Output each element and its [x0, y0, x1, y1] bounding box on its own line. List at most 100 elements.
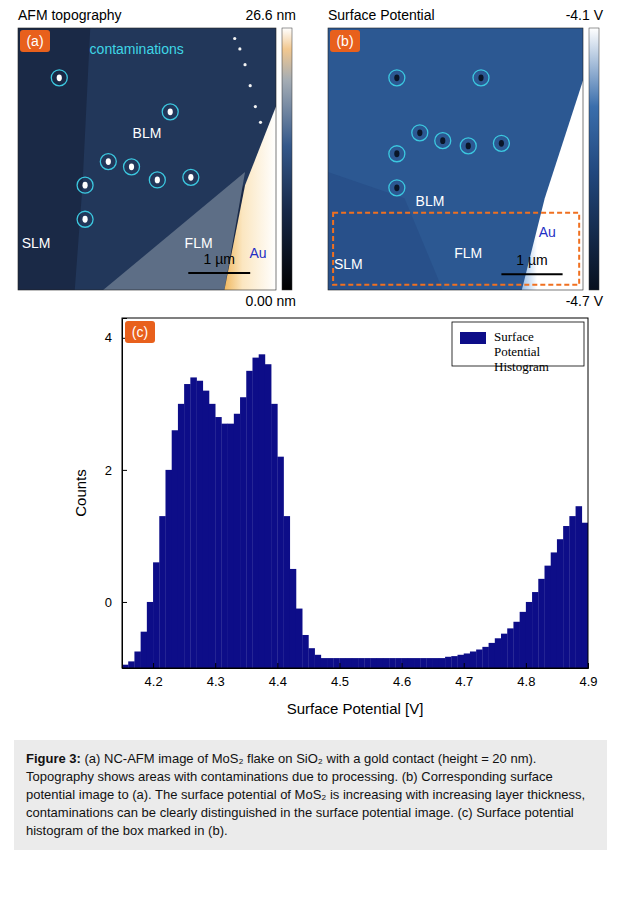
histogram-bar	[551, 552, 558, 668]
colorbar	[282, 28, 292, 290]
contamination-circle	[473, 70, 489, 86]
contamination	[168, 108, 173, 115]
caption-text: (a) NC-AFM image of MoS₂ flake on SiO₂ w…	[26, 751, 585, 838]
histogram-bar	[246, 371, 253, 668]
histogram-bar	[445, 657, 452, 668]
histogram-bar	[134, 651, 141, 668]
x-axis-title: Surface Potential [V]	[287, 700, 424, 717]
contamination	[188, 174, 193, 181]
x-tick: 4.2	[145, 663, 163, 689]
y-tick: 0	[105, 595, 127, 610]
histogram-bar	[520, 612, 527, 668]
contamination	[82, 182, 87, 189]
histogram-bar	[470, 651, 477, 668]
y-axis: 0 2 4	[105, 319, 127, 669]
histogram-bar	[184, 384, 191, 668]
histogram-bar	[327, 658, 334, 668]
x-tick-label: 4.9	[579, 674, 597, 689]
contamination	[82, 216, 87, 223]
image-background	[328, 28, 583, 290]
histogram-bar	[321, 658, 328, 668]
histogram-bar	[221, 424, 228, 668]
histogram-bar	[147, 602, 154, 668]
annotation: contaminations	[90, 41, 184, 57]
panel-letter-text: (b)	[336, 33, 353, 49]
histogram-bar	[259, 354, 266, 668]
contamination	[155, 177, 160, 184]
histogram-bar	[228, 424, 235, 668]
histogram-bar	[482, 647, 489, 668]
histogram-bar	[172, 430, 179, 668]
y-tick: 4	[105, 330, 127, 345]
bars	[122, 354, 588, 668]
histogram-bar	[402, 658, 409, 668]
histogram-bar	[364, 658, 371, 668]
histogram-bar	[383, 658, 390, 668]
x-tick-label: 4.6	[393, 674, 411, 689]
image-panel: BLMFLMSLMAu1 µm(b)	[328, 28, 583, 290]
x-tick: 4.7	[455, 663, 473, 689]
speck	[249, 84, 252, 87]
scale-bar-label: 1 µm	[204, 251, 235, 267]
panel-title: AFM topography	[18, 7, 122, 23]
y-tick-mark	[122, 470, 127, 471]
histogram-bar	[203, 391, 210, 668]
histogram-bar	[532, 592, 539, 668]
contamination-circle	[435, 133, 451, 149]
histogram-bar	[358, 658, 365, 668]
x-tick-label: 4.5	[331, 674, 349, 689]
annotation: FLM	[454, 245, 482, 261]
histogram-bar	[153, 562, 160, 668]
histogram-bar	[426, 658, 433, 668]
panel-title: Surface Potential	[328, 7, 435, 23]
caption-label: Figure 3:	[26, 751, 81, 766]
histogram-bar	[377, 658, 384, 668]
contamination	[478, 74, 483, 81]
contamination	[394, 184, 399, 191]
speck	[233, 37, 236, 40]
contamination-circle	[460, 138, 476, 154]
contamination-circle	[162, 104, 178, 120]
histogram-bar	[538, 579, 545, 668]
contamination-circle	[412, 125, 428, 141]
histogram-bar	[569, 516, 576, 668]
histogram-bar	[302, 635, 309, 668]
y-tick-label: 2	[105, 463, 112, 478]
histogram-bar	[209, 404, 216, 668]
histogram-bar	[501, 634, 508, 668]
histogram-bar	[277, 457, 284, 668]
legend-label: SurfacePotentialHistogram	[494, 329, 549, 374]
panel-letter: (a)	[20, 30, 50, 52]
contamination	[129, 163, 134, 170]
y-axis-title: Counts	[72, 469, 89, 517]
x-tick-label: 4.4	[269, 674, 287, 689]
contamination	[57, 74, 62, 81]
histogram-bar	[507, 628, 514, 668]
histogram-bar	[296, 609, 303, 668]
colorbar-label: -4.7 V	[566, 293, 604, 309]
contamination-circle	[100, 154, 116, 170]
histogram-bar	[271, 404, 278, 668]
contamination	[394, 74, 399, 81]
histogram-bar	[395, 658, 402, 668]
annotation: SLM	[22, 235, 51, 251]
speck	[238, 47, 241, 50]
contamination-circle	[389, 70, 405, 86]
slm-region	[328, 172, 443, 290]
contamination-circle	[493, 135, 509, 151]
contamination-circle	[149, 172, 165, 188]
x-tick-label: 4.2	[145, 674, 163, 689]
histogram-bar	[433, 658, 440, 668]
annotation: SLM	[334, 256, 363, 272]
panel-letter-box	[20, 30, 50, 52]
histogram-bar	[489, 643, 496, 668]
x-tick: 4.4	[269, 663, 287, 689]
x-axis: 4.24.34.44.54.64.74.84.9	[123, 663, 598, 689]
contamination-circle	[389, 146, 405, 162]
histogram-bar	[439, 658, 446, 668]
histogram-bar	[315, 655, 322, 668]
image-background	[18, 28, 276, 290]
histogram-bar	[557, 539, 564, 668]
annotation: Au	[249, 245, 266, 261]
histogram-bar	[352, 658, 359, 668]
